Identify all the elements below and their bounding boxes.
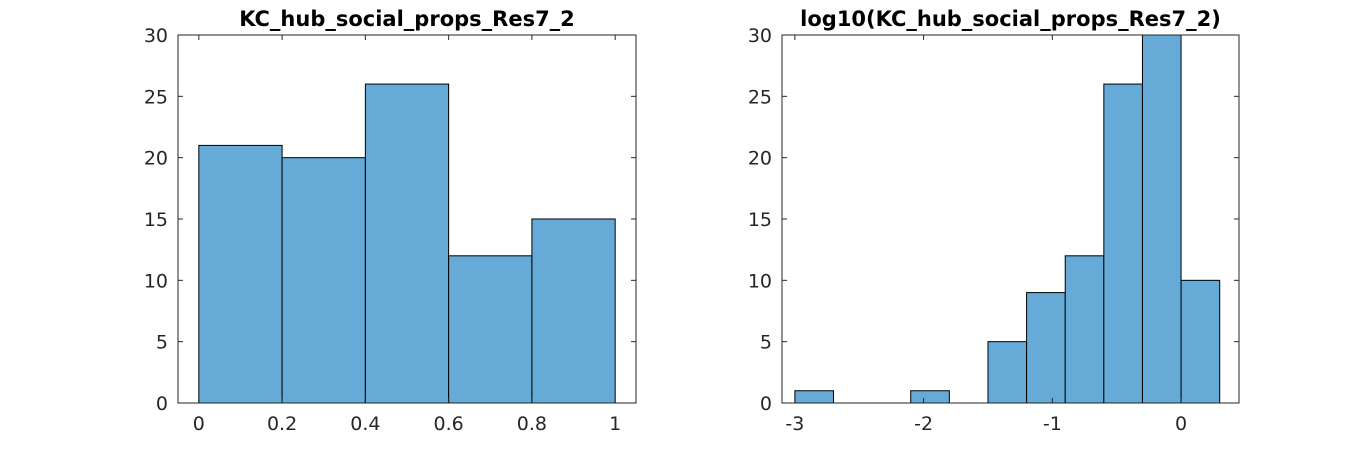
x-tick-label: 0.2: [267, 413, 297, 435]
x-tick-label: 0.8: [517, 413, 547, 435]
x-tick-label: 1: [609, 413, 621, 435]
x-tick-label: -3: [785, 413, 804, 435]
histogram-bar: [448, 255, 533, 404]
histogram-bar: [1064, 255, 1105, 404]
x-tick-label: 0: [1175, 413, 1187, 435]
y-tick-label: 10: [748, 270, 772, 292]
y-tick-label: 25: [144, 86, 168, 108]
histogram-bar: [1103, 83, 1143, 404]
x-tick-label: -1: [1043, 413, 1062, 435]
histogram-bar: [364, 83, 450, 404]
x-tick-label: 0: [193, 413, 205, 435]
y-tick-label: 30: [144, 25, 168, 47]
histogram-bar: [1141, 34, 1182, 404]
x-tick-label: 0.6: [434, 413, 464, 435]
histogram-bar: [910, 390, 950, 404]
y-tick-label: 30: [748, 25, 772, 47]
histogram-bar: [987, 341, 1028, 404]
y-tick-label: 5: [156, 332, 168, 354]
y-tick-label: 15: [144, 209, 168, 231]
y-tick-label: 25: [748, 86, 772, 108]
histogram-bar: [281, 157, 366, 404]
histogram-bar: [531, 218, 616, 404]
y-tick-label: 10: [144, 270, 168, 292]
histogram-bar: [1026, 292, 1066, 404]
y-tick-label: 5: [760, 332, 772, 354]
histogram-bar: [198, 144, 283, 404]
histogram-bar: [1180, 279, 1221, 404]
x-tick-label: 0.4: [350, 413, 380, 435]
chart-title: log10(KC_hub_social_props_Res7_2): [800, 7, 1221, 31]
x-tick-label: -2: [914, 413, 933, 435]
histogram-panel-linear: 0 0.2 0.4 0.6 0.8 1051015202530KC_hub_social_…: [144, 7, 637, 435]
y-tick-label: 15: [748, 209, 772, 231]
histogram-bar: [794, 390, 834, 404]
histogram-panel-log10: -3 -2 -1 0 0 5 10 15 20 25 30 log10(KC_hub_social_p…: [748, 7, 1240, 435]
chart-title: KC_hub_social_props_Res7_2: [239, 7, 575, 31]
y-tick-label: 0: [760, 393, 772, 415]
y-tick-label: 20: [144, 148, 168, 170]
y-tick-label: 0: [156, 393, 168, 415]
y-tick-label: 20: [748, 148, 772, 170]
